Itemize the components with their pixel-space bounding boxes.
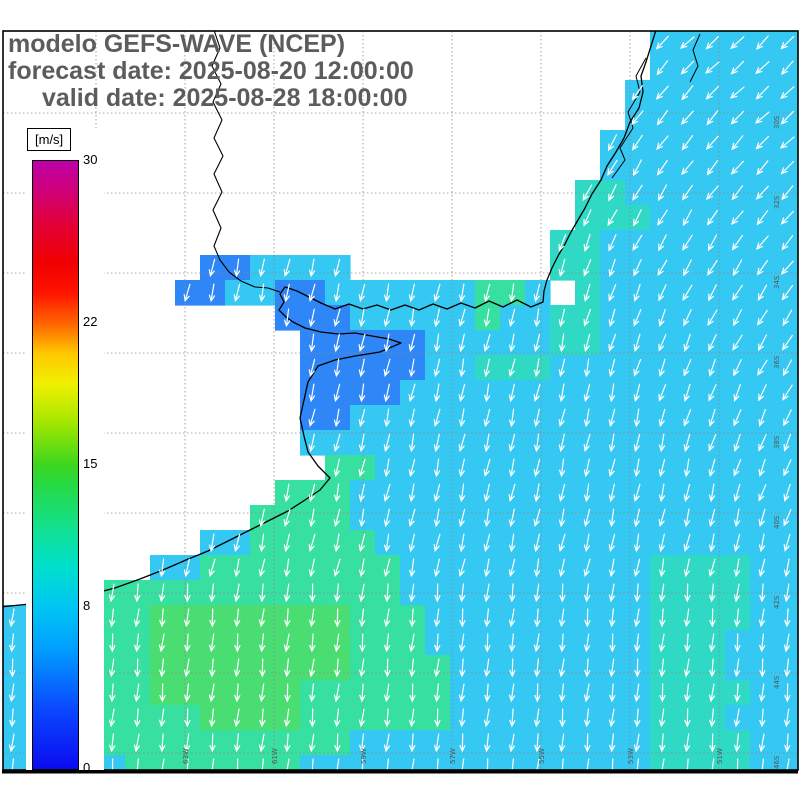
colorbar-tick: 22 (83, 314, 98, 330)
wind-cell (775, 705, 798, 731)
wind-cell (3, 705, 26, 731)
wind-cell (775, 680, 798, 706)
forecast-date-label: forecast date: 2025-08-20 12:00:00 (8, 57, 414, 85)
lon-gridline-label: 63W (182, 748, 190, 764)
lon-gridline-label: 51W (716, 748, 724, 764)
wind-cell (700, 31, 726, 56)
wind-cell (775, 480, 798, 506)
wind-direction-arrows (8, 35, 795, 771)
lon-gridline-label: 55W (538, 748, 546, 764)
colorbar-gradient (32, 160, 79, 770)
wind-cell (775, 555, 798, 581)
wind-cell (775, 505, 798, 531)
wind-cell (3, 680, 26, 706)
model-title: modelo GEFS-WAVE (NCEP) (8, 30, 346, 58)
lat-gridline-label: 46S (773, 755, 781, 769)
lat-gridline-label: 40S (773, 515, 781, 529)
lat-gridline-label: 34S (773, 275, 781, 289)
wind-cell (775, 305, 798, 331)
wind-cell (775, 605, 798, 631)
wind-cell (725, 31, 751, 56)
graticule (3, 31, 798, 771)
wind-cell (775, 405, 798, 431)
colorbar-tick: 8 (83, 597, 91, 613)
wind-cell (775, 455, 798, 481)
wind-cell (750, 31, 776, 56)
title-block: modelo GEFS-WAVE (NCEP) forecast date: 2… (8, 31, 414, 112)
wind-speed-field (3, 31, 798, 771)
wind-cell (775, 355, 798, 381)
colorbar-tick: 0 (83, 760, 91, 775)
colorbar-unit-label: [m/s] (27, 128, 72, 151)
wind-cell (3, 730, 26, 756)
wind-cell (775, 630, 798, 656)
lat-gridline-label: 44S (773, 675, 781, 689)
wind-cell (775, 755, 798, 771)
lat-gridline-label: 38S (773, 435, 781, 449)
river-line (211, 31, 281, 293)
valid-date-label: valid date: 2025-08-28 18:00:00 (42, 84, 408, 112)
wind-cell (775, 380, 798, 406)
colorbar: [m/s] 30 22 15 8 0 (26, 128, 104, 775)
lon-gridline-label: 57W (449, 748, 457, 764)
colorbar-tick: 30 (83, 152, 98, 167)
lat-gridline-label: 30S (773, 115, 781, 129)
wind-cell (775, 530, 798, 556)
lon-gridline-label: 59W (360, 748, 368, 764)
wind-cell (775, 580, 798, 606)
coastline (3, 31, 657, 608)
wind-cell (775, 655, 798, 681)
wind-cell (775, 730, 798, 756)
wind-cell (775, 430, 798, 456)
lagoon-line (611, 33, 701, 179)
lat-gridline-label: 42S (773, 595, 781, 609)
map-layers (3, 31, 798, 771)
wind-cell (3, 630, 26, 656)
lon-gridline-label: 53W (627, 748, 635, 764)
wind-cell (3, 655, 26, 681)
lat-gridline-label: 36S (773, 355, 781, 369)
wind-cell (3, 755, 26, 771)
colorbar-tick: 15 (83, 456, 98, 471)
wind-cell (3, 605, 26, 631)
lon-gridline-label: 61W (271, 748, 279, 764)
lat-gridline-label: 32S (773, 195, 781, 209)
